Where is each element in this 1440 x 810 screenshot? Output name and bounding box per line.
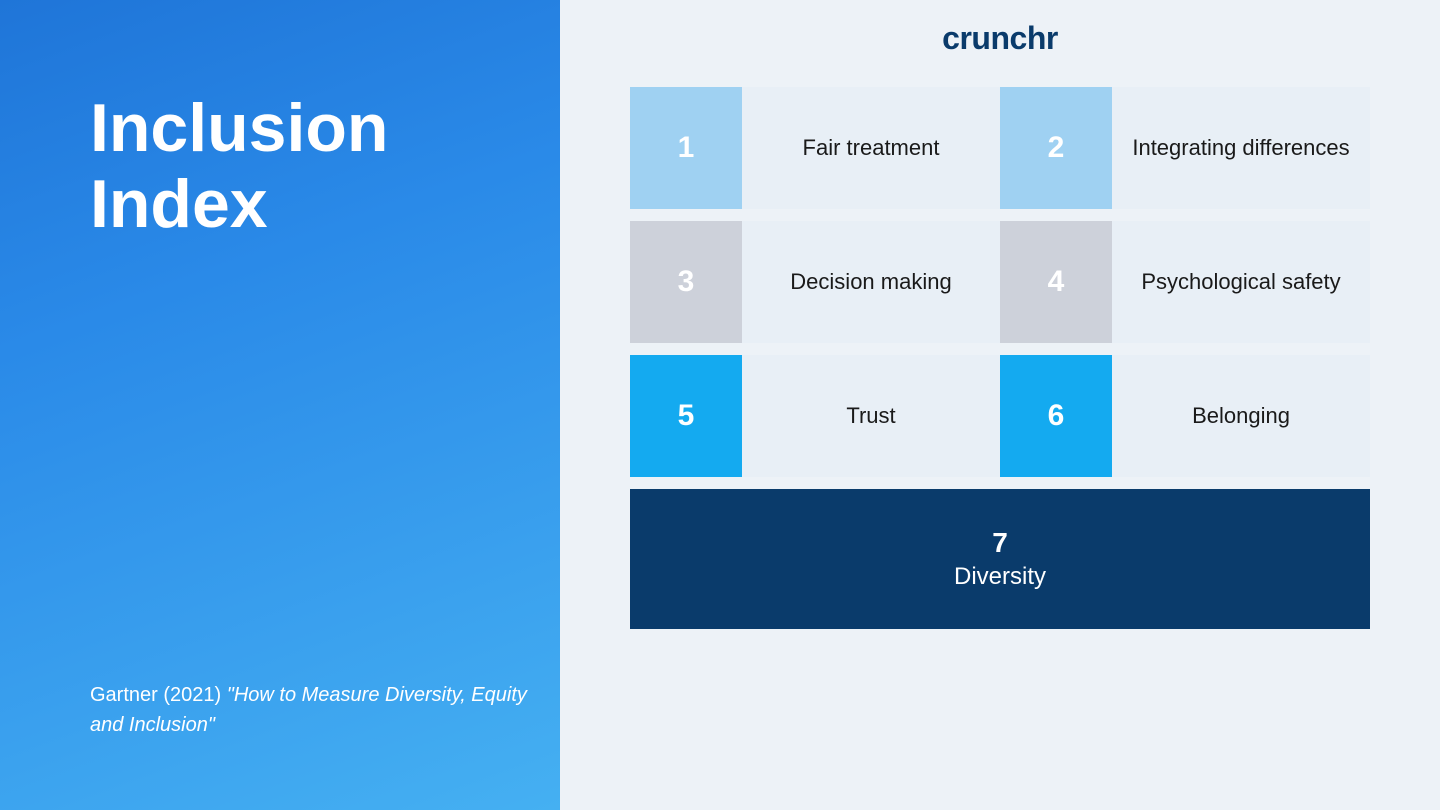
grid-cell: 2 Integrating differences [1000, 87, 1370, 209]
grid-cell: 3 Decision making [630, 221, 1000, 343]
item-label: Fair treatment [742, 87, 1000, 209]
left-panel: Inclusion Index Gartner (2021) "How to M… [0, 0, 560, 810]
grid-row: 5 Trust 6 Belonging [630, 355, 1370, 477]
item-label: Psychological safety [1112, 221, 1370, 343]
logo: crunchr [620, 20, 1380, 57]
item-number: 4 [1000, 221, 1112, 343]
item-label: Decision making [742, 221, 1000, 343]
item-number: 3 [630, 221, 742, 343]
item-number: 5 [630, 355, 742, 477]
item-number: 2 [1000, 87, 1112, 209]
footer-box: 7 Diversity [630, 489, 1370, 629]
item-label: Trust [742, 355, 1000, 477]
citation: Gartner (2021) "How to Measure Diversity… [90, 680, 560, 740]
item-number: 1 [630, 87, 742, 209]
footer-label: Diversity [954, 563, 1046, 591]
page-title: Inclusion Index [90, 90, 560, 242]
citation-author: Gartner (2021) [90, 684, 227, 706]
grid-cell: 5 Trust [630, 355, 1000, 477]
inclusion-grid: 1 Fair treatment 2 Integrating differenc… [630, 87, 1370, 629]
grid-cell: 6 Belonging [1000, 355, 1370, 477]
item-number: 6 [1000, 355, 1112, 477]
footer-number: 7 [992, 527, 1008, 559]
item-label: Belonging [1112, 355, 1370, 477]
grid-cell: 1 Fair treatment [630, 87, 1000, 209]
right-panel: crunchr 1 Fair treatment 2 Integrating d… [560, 0, 1440, 810]
grid-row: 3 Decision making 4 Psychological safety [630, 221, 1370, 343]
item-label: Integrating differences [1112, 87, 1370, 209]
grid-cell: 4 Psychological safety [1000, 221, 1370, 343]
grid-row: 1 Fair treatment 2 Integrating differenc… [630, 87, 1370, 209]
